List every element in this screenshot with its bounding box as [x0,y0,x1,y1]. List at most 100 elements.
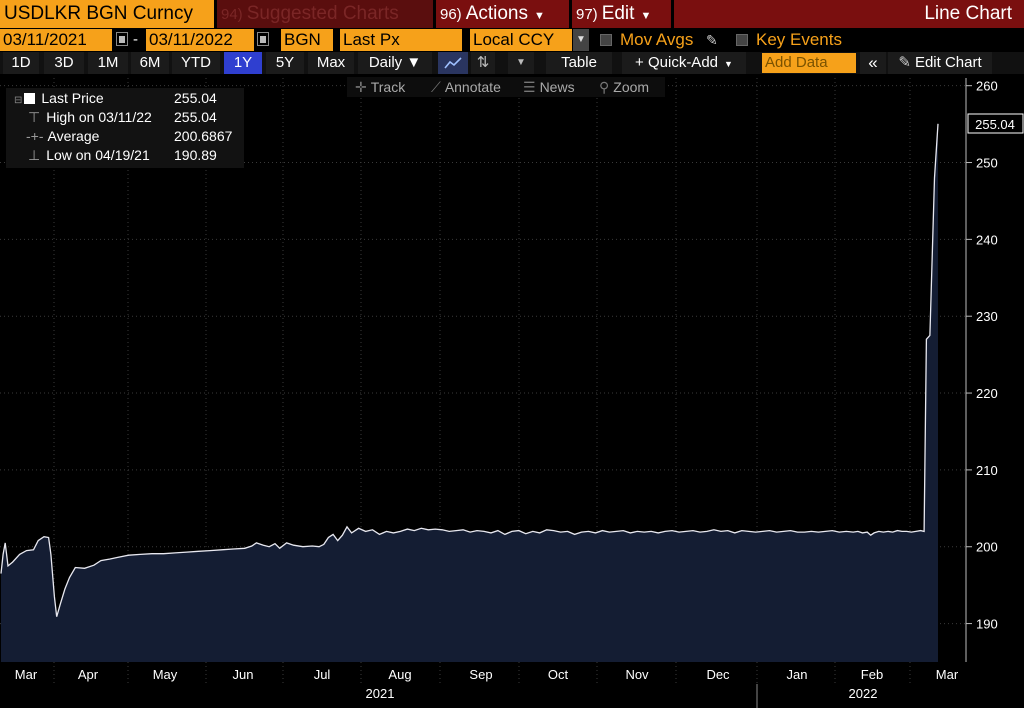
edit-chart-label: Edit Chart [914,54,982,71]
edit-label: Edit [601,3,635,24]
key-events-label: Key Events [756,30,842,49]
x-tick-label: Oct [548,667,569,682]
pencil-icon: ✎ [898,54,911,71]
source-field[interactable]: BGN [281,29,333,51]
crosshair-icon: ✛ [355,79,367,95]
average-marker-icon: -+- [26,128,44,144]
y-tick-label: 200 [976,540,998,555]
track-tool[interactable]: ✛ Track [355,77,405,97]
collapse-icon[interactable]: ⊟ [14,95,23,106]
range-5y-button[interactable]: 5Y [266,52,304,74]
legend-high: ⊤ High on 03/11/22 255.04 [14,108,217,126]
range-3d-button[interactable]: 3D [44,52,84,74]
x-tick-label: Mar [15,667,38,682]
last-price-tag: 255.04 [967,113,1024,134]
chart-tools-bar: ✛ Track ⟋ Annotate ☰ News ⚲ Zoom [347,77,665,97]
add-data-field[interactable]: Add Data [762,53,856,73]
date-separator: - [133,31,138,48]
edit-number: 97) [576,6,598,23]
chevron-down-icon: ▼ [640,10,652,22]
range-1y-button[interactable]: 1Y [224,52,262,74]
y-tick-label: 240 [976,232,998,247]
quick-add-label: + Quick-Add [635,54,719,71]
line-chart-icon[interactable] [438,52,468,74]
chevron-down-icon: ▼ [534,10,545,22]
legend-low: ⊥ Low on 04/19/21 190.89 [14,146,217,164]
x-tick-label: Apr [78,667,99,682]
key-events-checkbox[interactable] [736,34,748,46]
range-6m-button[interactable]: 6M [131,52,169,74]
high-marker-icon: ⊤ [28,109,41,125]
table-button[interactable]: Table [546,52,612,74]
y-tick-label: 230 [976,309,998,324]
annotate-tool[interactable]: ⟋ Annotate [431,77,501,97]
x-year-label: 2021 [366,686,395,701]
range-1d-button[interactable]: 1D [3,52,39,74]
legend-high-label: High on 03/11/22 [46,109,152,125]
currency-selector[interactable]: Local CCY [470,29,572,51]
track-label: Track [370,79,406,95]
edit-chart-button[interactable]: ✎ Edit Chart [888,52,992,74]
x-tick-label: Mar [936,667,959,682]
quick-add-button[interactable]: + Quick-Add ▼ [622,52,746,74]
legend-last-price: ⊟ Last Price 255.04 [14,89,217,107]
toolbar: 1D 3D 1M 6M YTD 1Y 5Y Max Daily ▼ ⇅ ▼ Ta… [0,52,1024,74]
chevron-down-icon[interactable]: ▼ [573,29,589,51]
frequency-dropdown[interactable]: Daily ▼ [358,52,432,74]
bar-chart-icon[interactable]: ⇅ [471,52,495,74]
legend-average-label: Average [47,128,100,144]
mov-avgs-checkbox[interactable] [600,34,612,46]
title-bar: USDLKR BGN Curncy 94) Suggested Charts 96… [0,0,1024,28]
x-tick-label: Feb [861,667,883,682]
suggested-charts-button[interactable]: 94) Suggested Charts [217,0,433,28]
price-line [0,123,939,617]
legend-low-value: 190.89 [174,147,217,163]
legend-average: -+- Average 200.6867 [14,127,232,145]
end-date-field[interactable]: 03/11/2022 [146,29,254,51]
news-tool[interactable]: ☰ News [523,77,575,97]
y-tick-label: 220 [976,386,998,401]
calendar-icon[interactable] [116,32,128,46]
suggested-charts-label: Suggested Charts [246,3,399,24]
range-ytd-button[interactable]: YTD [172,52,220,74]
x-tick-label: Jan [787,667,808,682]
legend-last-value: 255.04 [174,90,217,106]
x-tick-label: Jul [314,667,331,682]
chevron-down-icon[interactable]: ▼ [508,52,534,74]
start-date-field[interactable]: 03/11/2021 [0,29,112,51]
chart-legend: ⊟ Last Price 255.04 ⊤ High on 03/11/22 255… [6,88,244,168]
legend-low-label: Low on 04/19/21 [46,147,150,163]
legend-last-label: Last Price [41,90,104,106]
y-tick-label: 210 [976,463,998,478]
zoom-label: Zoom [613,79,650,95]
edit-menu[interactable]: 97) Edit ▼ [572,0,671,28]
collapse-icon[interactable]: « [860,52,886,74]
x-tick-label: Aug [388,667,411,682]
range-max-button[interactable]: Max [308,52,354,74]
zoom-tool[interactable]: ⚲ Zoom [599,77,649,97]
field-selector[interactable]: Last Px [340,29,462,51]
last-price-tag-label: 255.04 [975,117,1015,132]
pencil-icon[interactable]: ✎ [706,32,718,48]
page-title: Line Chart [924,3,1012,24]
x-tick-label: Nov [625,667,649,682]
x-tick-label: Jun [233,667,254,682]
x-tick-label: Sep [469,667,492,682]
y-tick-label: 260 [976,79,998,94]
chevron-down-icon: ▼ [724,59,733,69]
y-tick-label: 190 [976,617,998,632]
range-1m-button[interactable]: 1M [88,52,128,74]
calendar-icon[interactable] [257,32,269,46]
chart-type-title: Line Chart [674,0,1024,28]
actions-label: Actions [465,3,528,24]
y-axis: 190 200 210 220 230 240 250 260 [966,79,998,632]
price-area-fill [1,123,938,663]
last-price-tag-box [967,113,1024,134]
security-ticker: USDLKR BGN Curncy [4,3,193,24]
annotate-icon: ⟋ [431,79,441,95]
actions-menu[interactable]: 96) Actions ▼ [436,0,569,28]
y-tick-label: 250 [976,156,998,171]
security-field[interactable]: USDLKR BGN Curncy [0,0,214,28]
mov-avgs-label: Mov Avgs [620,30,694,49]
